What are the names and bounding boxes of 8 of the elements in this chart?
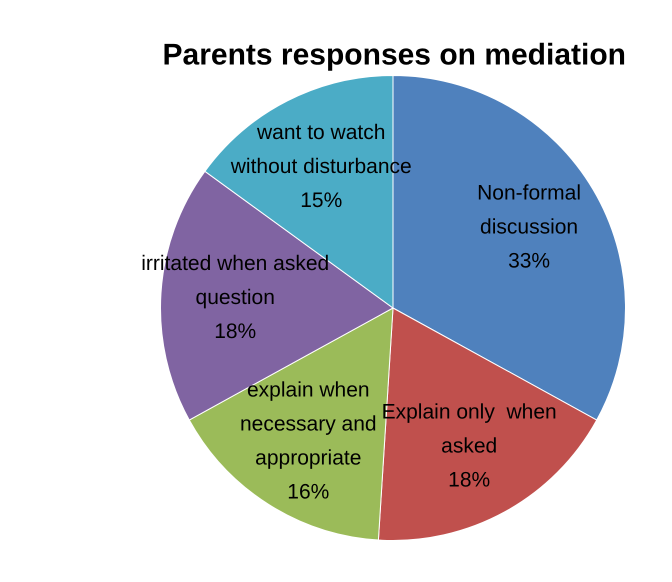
data-label: 33%: [508, 249, 550, 272]
data-label: 16%: [287, 480, 330, 504]
slice-label: explain when necessary and appropriate: [240, 378, 377, 470]
chart-title: Parents responses on mediation: [162, 38, 626, 72]
data-label: 15%: [300, 188, 342, 212]
data-label: 18%: [214, 320, 256, 343]
data-label: 18%: [448, 468, 490, 492]
slice-label: Non-formal discussion: [477, 181, 582, 238]
